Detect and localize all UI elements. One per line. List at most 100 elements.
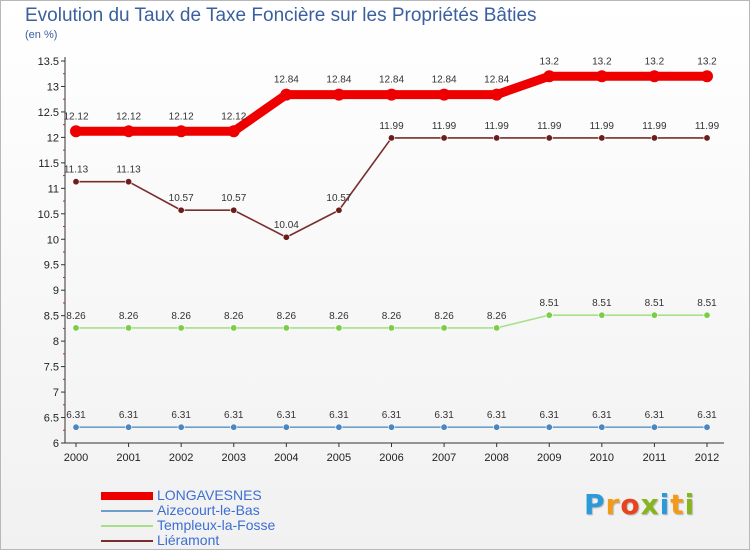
series-line-lieramont bbox=[75, 137, 708, 239]
y-tick-label: 7 bbox=[53, 387, 59, 399]
data-label-templeux-la-fosse: 8.26 bbox=[329, 311, 349, 322]
data-label-lieramont: 11.13 bbox=[64, 165, 89, 176]
data-label-aizecourt-le-bas: 6.31 bbox=[697, 410, 717, 421]
logo-letter: i bbox=[659, 488, 671, 521]
data-point-longavesnes bbox=[70, 125, 82, 138]
data-label-lieramont: 11.99 bbox=[537, 121, 562, 132]
data-point-aizecourt-le-bas bbox=[545, 423, 553, 431]
y-axis-unit: (en %) bbox=[25, 29, 58, 41]
x-tick-label: 2012 bbox=[695, 452, 719, 464]
data-point-templeux-la-fosse bbox=[177, 324, 185, 332]
data-label-templeux-la-fosse: 8.26 bbox=[171, 311, 191, 322]
data-point-lieramont bbox=[230, 206, 238, 214]
data-label-aizecourt-le-bas: 6.31 bbox=[224, 410, 244, 421]
data-point-lieramont bbox=[335, 206, 343, 214]
data-label-lieramont: 11.99 bbox=[485, 121, 510, 132]
data-point-longavesnes bbox=[332, 88, 345, 101]
logo-letter: x bbox=[640, 488, 660, 521]
legend-label: Liéramont bbox=[157, 532, 220, 548]
x-tick-label: 2011 bbox=[643, 452, 667, 464]
data-point-aizecourt-le-bas bbox=[125, 423, 133, 431]
data-point-aizecourt-le-bas bbox=[703, 423, 711, 431]
data-point-templeux-la-fosse bbox=[650, 311, 658, 319]
data-point-lieramont bbox=[72, 178, 80, 186]
data-label-lieramont: 11.13 bbox=[116, 165, 141, 176]
logo-letter: o bbox=[620, 488, 641, 521]
data-label-aizecourt-le-bas: 6.31 bbox=[434, 410, 454, 421]
y-tick-label: 13 bbox=[47, 81, 59, 93]
data-point-templeux-la-fosse bbox=[282, 324, 290, 332]
data-label-lieramont: 10.57 bbox=[169, 193, 194, 204]
x-tick-label: 2005 bbox=[327, 452, 351, 464]
data-point-templeux-la-fosse bbox=[125, 324, 133, 332]
data-label-longavesnes: 12.84 bbox=[326, 75, 351, 86]
data-point-aizecourt-le-bas bbox=[282, 423, 290, 431]
data-label-templeux-la-fosse: 8.51 bbox=[540, 298, 560, 309]
data-point-lieramont bbox=[387, 134, 395, 142]
data-label-longavesnes: 12.12 bbox=[63, 111, 88, 122]
legend-swatch-lieramont bbox=[101, 540, 153, 542]
data-point-lieramont bbox=[493, 134, 501, 142]
y-tick-label: 12.5 bbox=[38, 107, 59, 119]
data-point-lieramont bbox=[545, 134, 553, 142]
data-point-templeux-la-fosse bbox=[440, 324, 448, 332]
data-label-lieramont: 11.99 bbox=[379, 121, 404, 132]
data-point-longavesnes bbox=[595, 70, 608, 83]
proxiti-logo: Proxiti bbox=[584, 488, 695, 521]
data-point-longavesnes bbox=[175, 125, 188, 138]
data-point-lieramont bbox=[125, 178, 133, 186]
data-point-longavesnes bbox=[438, 88, 451, 101]
y-tick-label: 6 bbox=[53, 438, 59, 450]
data-point-templeux-la-fosse bbox=[72, 324, 80, 332]
data-point-longavesnes bbox=[280, 88, 293, 101]
data-label-aizecourt-le-bas: 6.31 bbox=[119, 410, 139, 421]
x-tick-label: 2002 bbox=[169, 452, 193, 464]
data-label-aizecourt-le-bas: 6.31 bbox=[382, 410, 402, 421]
data-label-aizecourt-le-bas: 6.31 bbox=[592, 410, 612, 421]
data-label-aizecourt-le-bas: 6.31 bbox=[329, 410, 349, 421]
y-tick-label: 9.5 bbox=[44, 260, 59, 272]
x-tick-label: 2006 bbox=[379, 452, 403, 464]
data-point-aizecourt-le-bas bbox=[230, 423, 238, 431]
legend-swatch-aizecourt-le-bas bbox=[101, 510, 153, 512]
data-point-longavesnes bbox=[543, 70, 556, 83]
data-label-longavesnes: 12.12 bbox=[169, 111, 194, 122]
data-label-aizecourt-le-bas: 6.31 bbox=[277, 410, 297, 421]
data-label-longavesnes: 13.2 bbox=[697, 56, 717, 67]
legend-swatch-templeux-la-fosse bbox=[101, 525, 153, 527]
x-tick-label: 2001 bbox=[116, 452, 140, 464]
data-label-templeux-la-fosse: 8.51 bbox=[645, 298, 665, 309]
data-label-longavesnes: 13.2 bbox=[645, 56, 665, 67]
data-point-lieramont bbox=[282, 233, 290, 241]
x-tick-label: 2000 bbox=[64, 452, 88, 464]
x-tick-label: 2004 bbox=[274, 452, 298, 464]
data-label-lieramont: 11.99 bbox=[642, 121, 667, 132]
y-tick-label: 13.5 bbox=[38, 56, 59, 68]
logo-letter: r bbox=[605, 488, 621, 521]
data-point-templeux-la-fosse bbox=[230, 324, 238, 332]
y-tick-label: 8.5 bbox=[44, 311, 59, 323]
legend-swatch-longavesnes bbox=[101, 492, 153, 500]
data-point-aizecourt-le-bas bbox=[335, 423, 343, 431]
y-tick-label: 7.5 bbox=[44, 362, 59, 374]
data-point-lieramont bbox=[177, 206, 185, 214]
y-tick-label: 10 bbox=[47, 234, 59, 246]
data-label-templeux-la-fosse: 8.26 bbox=[119, 311, 139, 322]
data-label-templeux-la-fosse: 8.51 bbox=[592, 298, 612, 309]
data-point-templeux-la-fosse bbox=[387, 324, 395, 332]
data-label-lieramont: 10.57 bbox=[326, 193, 351, 204]
data-label-lieramont: 10.04 bbox=[274, 220, 299, 231]
legend-label: Templeux-la-Fosse bbox=[157, 517, 276, 533]
data-point-templeux-la-fosse bbox=[493, 324, 501, 332]
legend-label: Aizecourt-le-Bas bbox=[157, 502, 260, 518]
data-point-aizecourt-le-bas bbox=[493, 423, 501, 431]
data-label-longavesnes: 12.84 bbox=[432, 75, 457, 86]
y-tick-label: 12 bbox=[47, 132, 59, 144]
data-label-aizecourt-le-bas: 6.31 bbox=[66, 410, 86, 421]
data-point-longavesnes bbox=[385, 88, 398, 101]
y-tick-label: 8 bbox=[53, 336, 59, 348]
data-label-longavesnes: 12.84 bbox=[484, 75, 509, 86]
data-label-lieramont: 10.57 bbox=[221, 193, 246, 204]
data-point-longavesnes bbox=[122, 125, 135, 138]
